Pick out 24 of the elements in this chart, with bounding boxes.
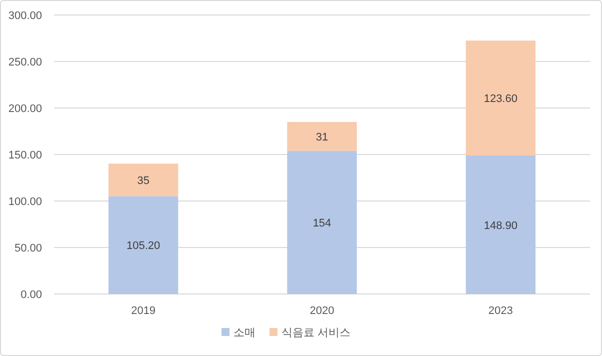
bar — [287, 122, 357, 151]
data-label: 148.90 — [484, 220, 518, 232]
bar — [466, 40, 536, 156]
y-tick-label: 0.00 — [20, 289, 42, 301]
data-label: 123.60 — [484, 93, 518, 106]
data-label: 154 — [312, 217, 332, 230]
legend-label: 식음료 서비스 — [282, 327, 351, 339]
y-tick-label: 200.00 — [8, 103, 42, 115]
x-tick-label: 2023 — [488, 305, 513, 317]
legend-label: 소매 — [234, 327, 256, 339]
y-tick-label: 250.00 — [8, 56, 42, 68]
bar — [108, 196, 178, 294]
y-tick-label: 50.00 — [14, 242, 42, 254]
x-tick-label: 2020 — [310, 305, 334, 317]
data-label: 31 — [316, 131, 328, 144]
bar — [466, 156, 536, 294]
bar — [108, 164, 178, 196]
data-label: 35 — [137, 174, 150, 187]
y-tick-label: 150.00 — [8, 150, 42, 162]
bar — [287, 150, 357, 294]
y-tick-label: 100.00 — [8, 196, 42, 208]
y-tick-label: 300.00 — [8, 10, 42, 22]
data-label: 105.20 — [126, 240, 160, 252]
x-tick-label: 2019 — [131, 305, 156, 317]
